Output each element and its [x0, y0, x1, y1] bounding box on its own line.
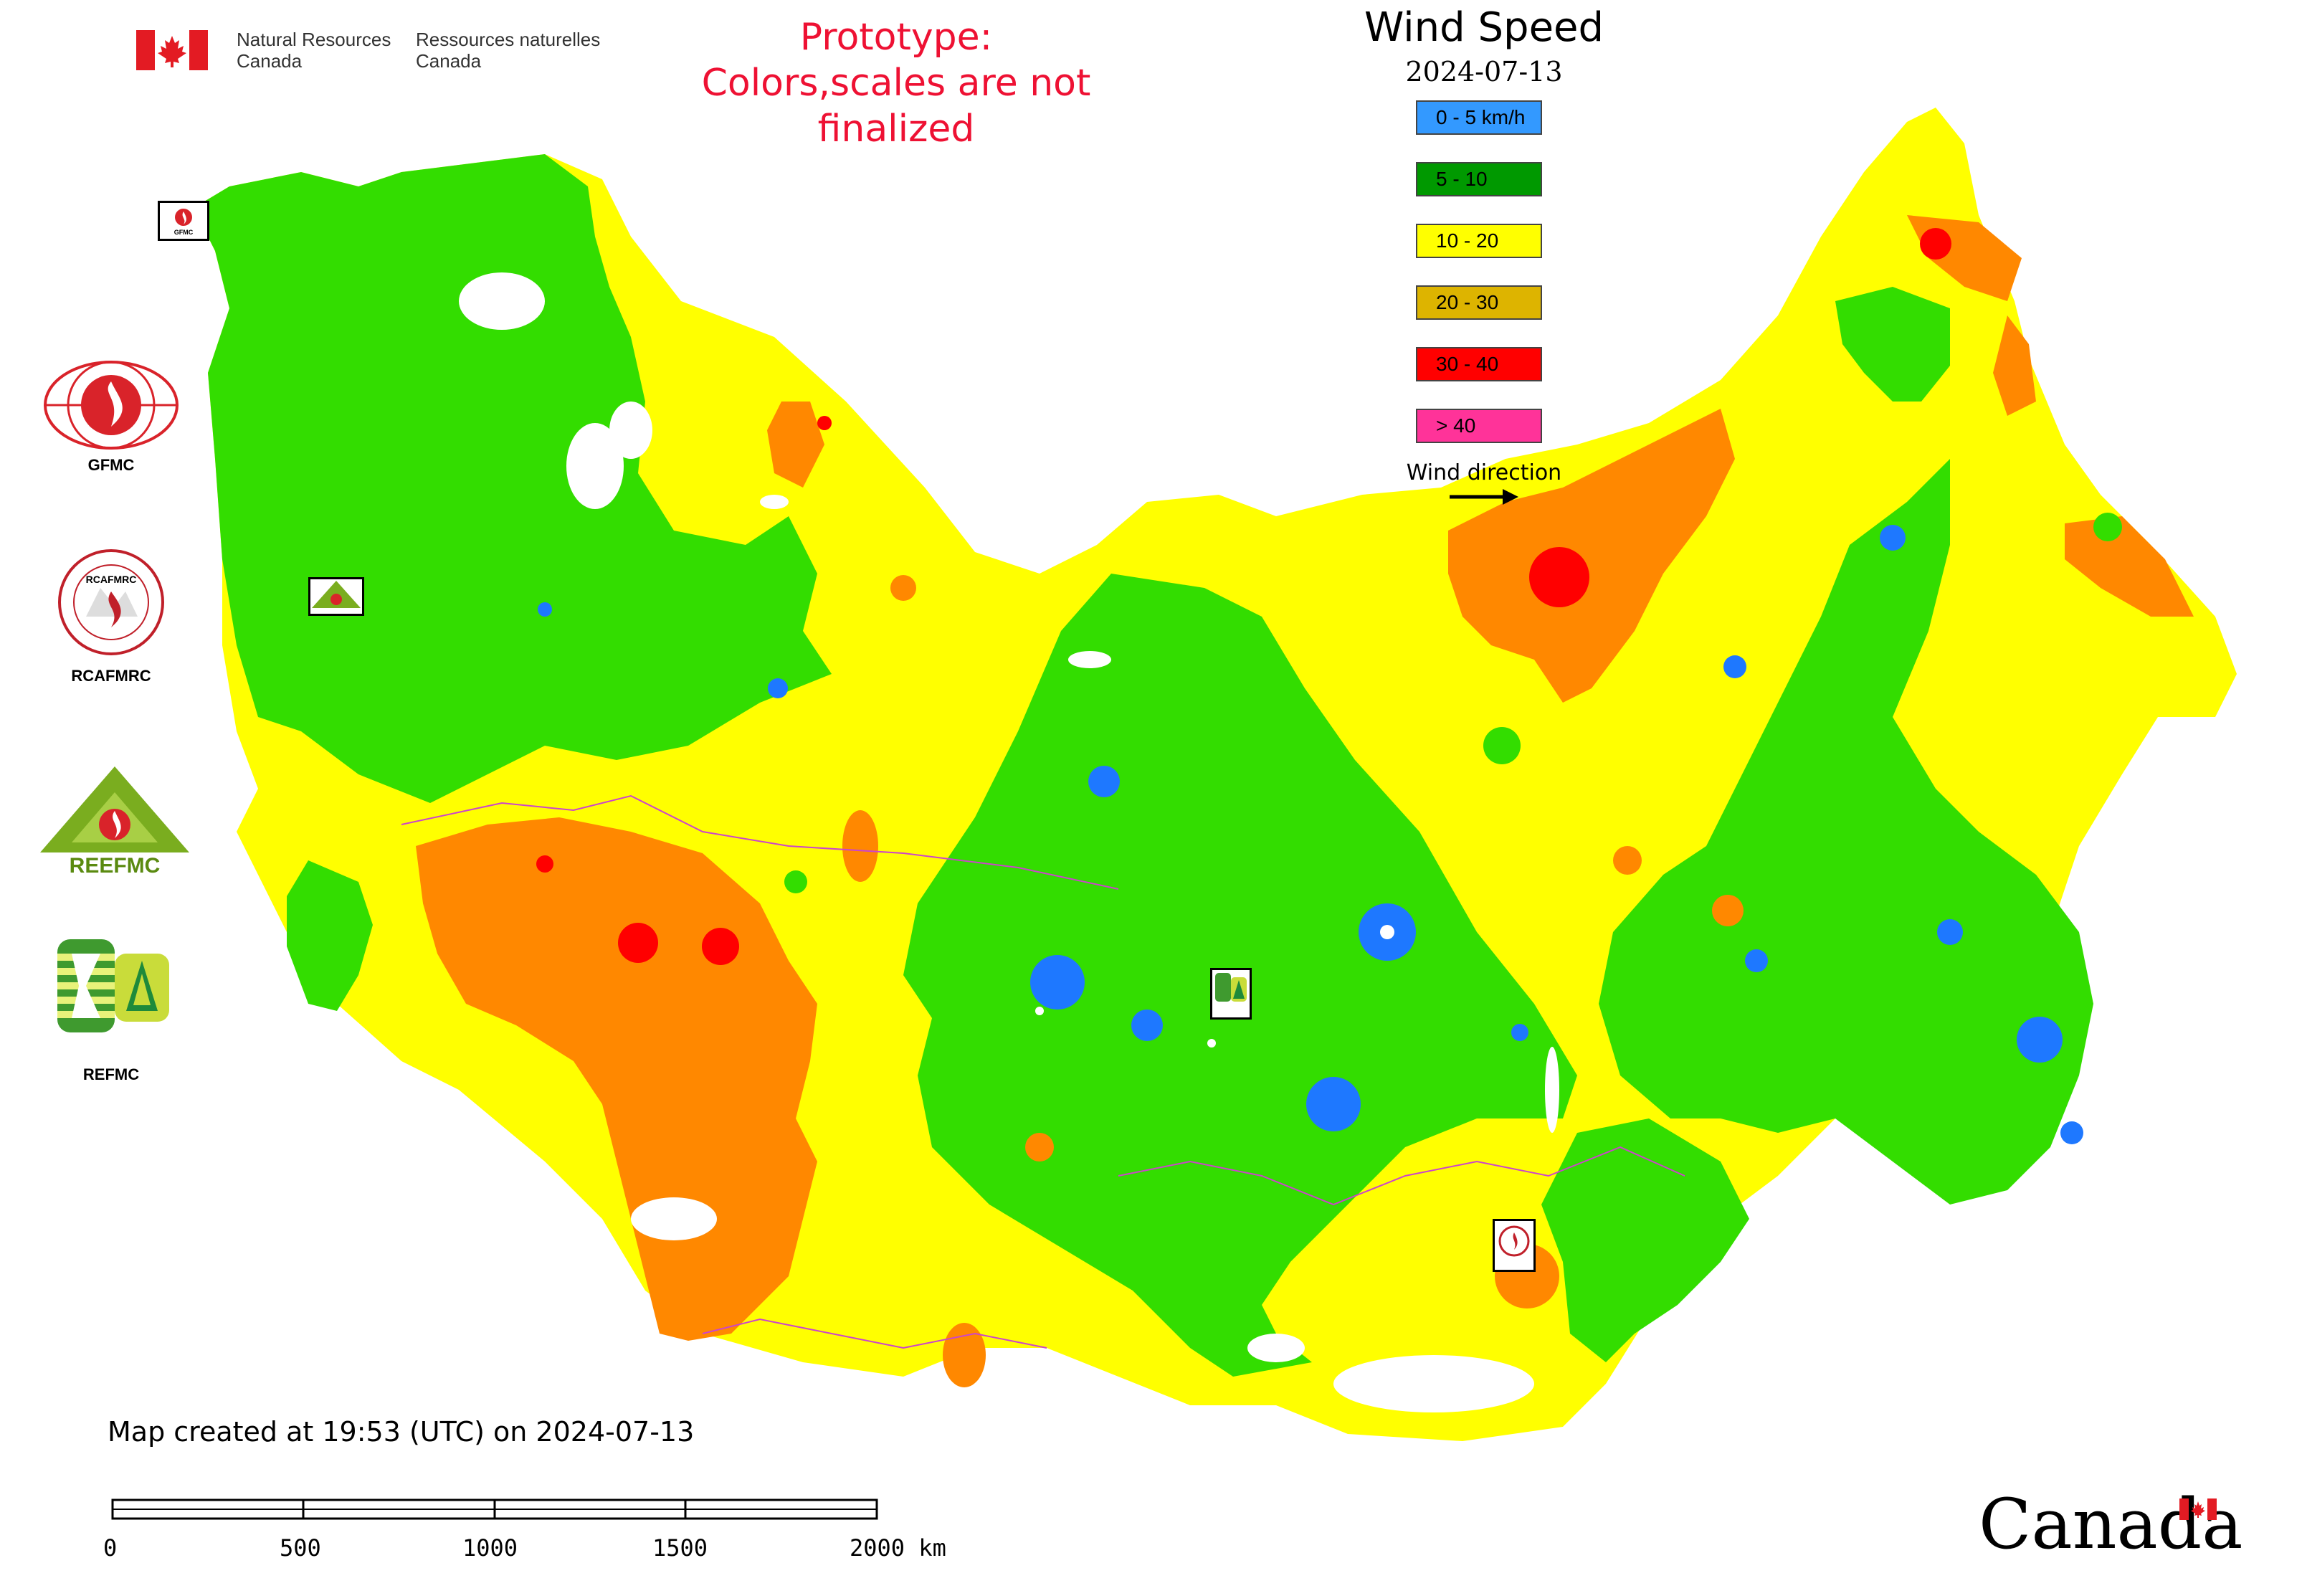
scale-tick-1500: 1500	[652, 1534, 708, 1562]
refmc-logo	[57, 939, 172, 1036]
orange-spot-1	[1025, 1133, 1054, 1162]
orange-spot-4	[890, 575, 916, 601]
blue-spot-8	[1723, 655, 1746, 678]
blue-spot-11	[2060, 1121, 2083, 1144]
legend-date: 2024-07-13	[1405, 56, 1563, 87]
canada-flag-icon	[136, 30, 208, 70]
red-spot-2	[702, 928, 739, 965]
rcafmrc-inner-text: RCAFMRC	[86, 574, 137, 585]
legend-item-30-40: 30 - 40	[1416, 347, 1542, 381]
legend-item-5-10: 5 - 10	[1416, 162, 1542, 196]
scale-tick-0: 0	[103, 1534, 118, 1562]
gfmc-label: GFMC	[87, 456, 135, 474]
refmc-map-marker[interactable]	[1210, 968, 1252, 1020]
blue-spot-10	[1745, 949, 1768, 972]
gfmc-logo	[43, 358, 179, 455]
blue-spot-5	[1088, 766, 1120, 797]
green-region-southeast	[1541, 1118, 1749, 1362]
gfmc-marker-label: GFMC	[174, 229, 194, 236]
canada-wordmark-text: Canada	[1979, 1484, 2243, 1564]
scale-tick-1000: 1000	[462, 1534, 518, 1562]
red-spot-5	[536, 855, 553, 873]
reefmc-map-marker[interactable]	[308, 577, 364, 616]
scale-bar	[111, 1498, 878, 1520]
legend-item-0-5: 0 - 5 km/h	[1416, 100, 1542, 135]
orange-spot-2	[1712, 895, 1744, 926]
blue-spot-14	[1511, 1024, 1528, 1041]
green-spot-1	[1483, 727, 1521, 764]
orange-region-kola	[767, 402, 824, 488]
orange-region-kamchatka	[2065, 516, 2194, 617]
agency-name-en-line2: Canada	[237, 50, 303, 72]
orange-region-magadan	[1993, 315, 2036, 416]
green-region-far-east	[1599, 459, 2093, 1205]
gfmc-map-marker[interactable]: GFMC	[158, 201, 209, 241]
nrcan-logo	[136, 30, 208, 74]
reefmc-wordmark: REEFMC	[70, 854, 161, 878]
green-spot-2	[2093, 513, 2122, 541]
agency-name-fr-line2: Canada	[416, 50, 482, 72]
blue-spot-3	[1306, 1077, 1361, 1131]
red-spot-3	[1529, 547, 1589, 607]
legend-item-20-30: 20 - 30	[1416, 285, 1542, 320]
blue-spot-12	[768, 678, 788, 698]
red-spot-1	[618, 923, 658, 963]
scale-tick-2000: 2000 km	[850, 1534, 946, 1562]
orange-region-yakutia	[1448, 409, 1735, 703]
country-borders	[401, 794, 1685, 1349]
green-region-kamchatka-top	[1835, 287, 1950, 402]
agency-name-en-line1: Natural Resources	[237, 29, 391, 50]
blue-spot-6	[1131, 1010, 1163, 1041]
rcafmrc-map-marker[interactable]	[1493, 1219, 1536, 1272]
prototype-subtitle: Colors,scales are not finalized	[701, 62, 1091, 151]
canada-wordmark: Canada	[1979, 1484, 2242, 1564]
legend-item-10-20: 10 - 20	[1416, 224, 1542, 258]
legend-title: Wind Speed	[1364, 4, 1604, 51]
legend-item-over-40: > 40	[1416, 409, 1542, 443]
blue-spot-2	[1030, 955, 1085, 1010]
red-spot-6	[817, 416, 832, 430]
blue-spot-13	[538, 602, 552, 617]
wordmark-flag-icon	[2179, 1498, 2217, 1520]
blue-spot-4	[2017, 1017, 2063, 1063]
blue-spot-7	[1880, 525, 1906, 551]
refmc-label: REFMC	[82, 1065, 140, 1083]
map-created-text: Map created at 19:53 (UTC) on 2024-07-13	[108, 1416, 695, 1448]
blue-spot-9	[1937, 919, 1963, 945]
green-region-west	[194, 154, 832, 803]
lakes-and-rivers	[394, 272, 1559, 1412]
rcafmrc-logo: RCAFMRC	[57, 548, 165, 660]
agency-name-fr-line1: Ressources naturelles	[416, 29, 601, 50]
green-region-ukraine	[287, 860, 373, 1011]
wind-direction-label: Wind direction	[1406, 460, 1562, 485]
orange-spot-sakhalin	[943, 1323, 986, 1387]
red-spot-4	[1920, 228, 1951, 260]
rcafmrc-label: RCAFMRC	[71, 667, 151, 685]
scale-tick-500: 500	[280, 1534, 321, 1562]
prototype-title: Prototype:	[799, 16, 993, 59]
orange-spot-3	[1613, 846, 1642, 875]
orange-spot-caspian	[842, 810, 878, 882]
wind-direction-arrow-icon	[1450, 489, 1518, 505]
reefmc-logo: REEFMC	[36, 764, 194, 882]
green-spot-3	[784, 870, 807, 893]
